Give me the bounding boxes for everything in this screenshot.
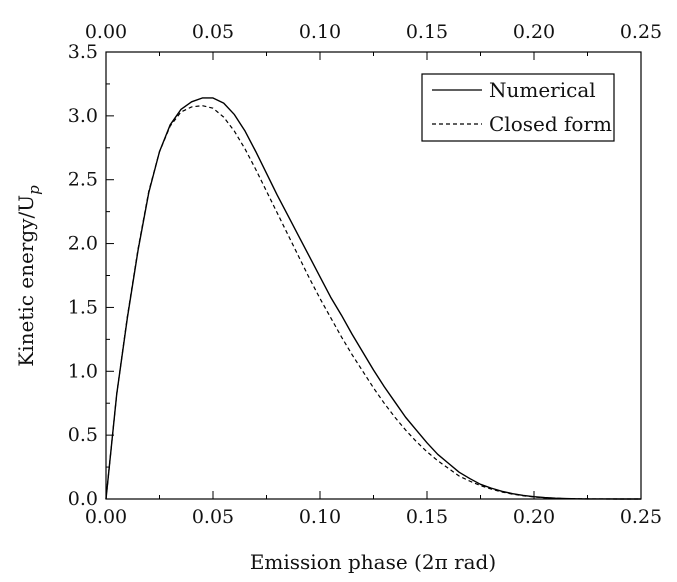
x-tick-label: 0.10 — [299, 506, 341, 528]
x-tick-label: 0.20 — [513, 506, 555, 528]
x-top-tick-label: 0.25 — [620, 21, 662, 43]
y-tick-label: 2.5 — [68, 169, 98, 191]
x-tick-label: 0.15 — [406, 506, 448, 528]
y-tick-label: 3.0 — [68, 105, 98, 127]
x-top-tick-label: 0.15 — [406, 21, 448, 43]
x-top-tick-label: 0.10 — [299, 21, 341, 43]
x-top-tick-label: 0.20 — [513, 21, 555, 43]
y-tick-label: 1.5 — [68, 296, 98, 318]
x-tick-label: 0.00 — [85, 506, 127, 528]
x-tick-label: 0.05 — [192, 506, 234, 528]
legend-label-numerical: Numerical — [489, 78, 596, 102]
y-tick-label: 0.5 — [68, 424, 98, 446]
y-tick-label: 2.0 — [68, 233, 98, 255]
legend-box — [421, 73, 615, 142]
y-axis-label-subscript: p — [25, 185, 43, 195]
y-tick-label: 0.0 — [68, 488, 98, 510]
x-tick-label: 0.25 — [620, 506, 662, 528]
x-top-tick-label: 0.05 — [192, 21, 234, 43]
y-axis-label-main: Kinetic energy/U — [14, 195, 38, 367]
legend: Numerical Closed form — [421, 73, 615, 142]
y-axis-label: Kinetic energy/Up — [14, 185, 43, 367]
x-axis-label: Emission phase (2π rad) — [250, 550, 496, 574]
y-tick-label: 1.0 — [68, 360, 98, 382]
series-line-numerical — [105, 97, 641, 500]
ticks-layer: 0.00 0.00 0.05 0.05 0.10 0.10 0.15 0.15 0.20 0.20… — [68, 21, 662, 528]
y-tick-label: 3.5 — [68, 41, 98, 63]
series-line-closed-form — [105, 105, 641, 500]
x-top-tick-label: 0.00 — [85, 21, 127, 43]
legend-label-closed-form: Closed form — [489, 112, 612, 136]
series-layer — [105, 97, 641, 500]
